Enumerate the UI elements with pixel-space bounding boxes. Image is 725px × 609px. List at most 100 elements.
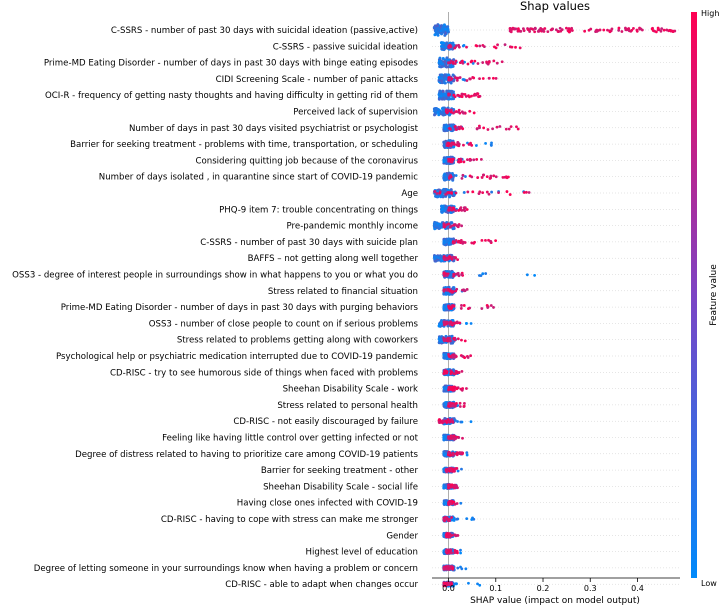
shap-dot [660,27,664,31]
shap-dot [452,467,455,471]
shap-dots [432,23,677,588]
shap-dot [651,29,655,33]
feature-dots [442,466,463,474]
shap-dot [435,223,439,227]
shap-dot [443,175,447,179]
shap-dot [462,304,466,307]
shap-dot [440,73,444,77]
shap-dot [434,27,438,31]
shap-dot [443,81,447,85]
shap-dot [515,125,518,129]
feature-dots [442,580,482,588]
shap-dot [447,61,450,65]
shap-dot [493,45,496,49]
feature-dots [442,433,464,442]
shap-dot [514,45,517,49]
shap-dot [447,73,451,77]
shap-dot [439,41,443,45]
shap-dot [567,30,571,34]
shap-dot [449,45,453,48]
feature-label: CIDI Screening Scale - number of panic a… [216,75,419,85]
feature-label: Degree of distress related to having to … [75,450,418,460]
shap-dot [444,501,448,505]
colorbar-high-label: High [701,9,719,18]
feature-label: Degree of letting someone in your surrou… [34,564,418,574]
shap-dot [549,28,553,32]
shap-dot [484,272,488,275]
shap-dot [485,304,489,307]
shap-dot [444,44,448,48]
shap-dot [445,56,449,60]
feature-label: Considering quitting job because of the … [195,156,418,166]
shap-dot [522,191,526,194]
shap-dot [444,27,447,31]
shap-dot [433,113,437,117]
shap-dot [440,189,444,193]
shap-dot [457,371,461,375]
feature-dots [437,56,504,69]
shap-dot [455,467,459,470]
feature-dots [442,123,520,133]
shap-dot [480,238,484,242]
shap-dot [464,567,468,571]
shap-dot [526,28,530,31]
shap-dot [442,160,446,164]
feature-labels: C-SSRS - number of past 30 days with sui… [12,26,418,590]
shap-dot [570,29,574,32]
shap-dot [449,467,453,470]
shap-dot [463,339,467,343]
shap-dot [454,124,457,128]
feature-label: C-SSRS - number of past 30 days with sui… [200,238,418,248]
shap-dot [439,322,442,326]
feature-label: BAFFS – not getting along well together [248,254,419,264]
shap-dot [445,565,449,569]
shap-dot [442,41,446,45]
shap-dot [472,517,476,521]
shap-dot [456,420,459,423]
shap-dot [492,306,495,309]
shap-dot [442,434,446,438]
shap-dot [448,174,452,178]
shap-dot [447,93,450,97]
shap-dot [606,28,609,32]
shap-dot [446,324,450,328]
shap-dot [470,59,474,63]
feature-label: Feeling like having little control over … [162,434,419,444]
shap-dot [466,62,470,66]
shap-dot [449,59,453,63]
shap-dot [608,30,612,34]
shap-dot [533,274,537,277]
feature-dots [432,253,460,263]
shap-dot [452,386,456,389]
shap-dot [459,160,463,164]
shap-dot [478,190,482,194]
shap-dot [472,76,476,80]
shap-dot [447,404,451,408]
shap-dot [460,59,464,63]
shap-dot [449,485,453,489]
shap-dot [468,174,472,178]
shap-dot [627,27,631,30]
shap-dot [456,404,460,407]
shap-dot [448,225,452,229]
feature-label: Gender [386,531,418,541]
shap-dot [458,321,462,325]
shap-dot [617,28,621,32]
shap-dot [472,111,476,115]
shap-dot [654,30,658,34]
shap-dot [456,566,460,570]
shap-dot [450,483,454,487]
shap-dot [453,62,457,65]
feature-dots [442,564,468,572]
shap-dot [452,207,456,211]
shap-dot [460,369,464,373]
shap-dot [465,453,469,457]
shap-dot [442,23,446,27]
shap-dot [436,33,440,37]
shap-dot [455,224,459,228]
shap-dot [437,420,441,424]
feature-label: Stress related to problems getting along… [177,336,419,346]
feature-label: Having close ones infected with COVID-19 [237,499,418,509]
shap-dot [457,125,461,129]
shap-dot [438,254,442,258]
